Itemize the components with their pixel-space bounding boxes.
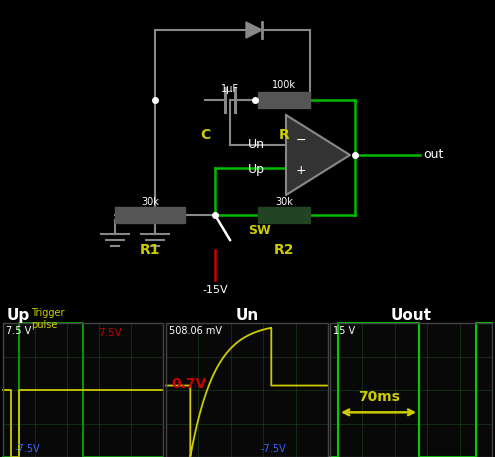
Bar: [258, 207, 310, 223]
Text: R2: R2: [274, 243, 294, 257]
Text: Trigger
pulse: Trigger pulse: [31, 308, 64, 330]
Bar: [330, 323, 492, 457]
Text: Up: Up: [7, 308, 30, 323]
Bar: [330, 323, 492, 457]
Text: Up: Up: [248, 164, 265, 176]
Text: 0.7V: 0.7V: [171, 377, 206, 391]
Bar: [258, 92, 310, 108]
Text: −: −: [296, 133, 306, 147]
Text: out: out: [423, 149, 444, 161]
Bar: [166, 323, 328, 457]
Text: Un: Un: [236, 308, 258, 323]
Polygon shape: [286, 115, 350, 195]
Polygon shape: [246, 22, 262, 38]
Text: R1: R1: [140, 243, 160, 257]
Text: Uout: Uout: [391, 308, 432, 323]
Text: 7.5V: 7.5V: [98, 328, 122, 338]
Bar: [3, 323, 163, 457]
Text: -7.5V: -7.5V: [15, 444, 41, 454]
Bar: [166, 323, 328, 457]
Text: 70ms: 70ms: [358, 390, 399, 404]
Text: -7.5V: -7.5V: [261, 444, 287, 454]
Text: 7.5 V: 7.5 V: [6, 326, 31, 336]
Bar: [115, 207, 185, 223]
Text: 508.06 mV: 508.06 mV: [169, 326, 222, 336]
Text: 30k: 30k: [141, 197, 159, 207]
Text: Un: Un: [248, 138, 265, 152]
Text: +: +: [296, 164, 306, 176]
Text: C: C: [200, 128, 210, 142]
Text: 30k: 30k: [275, 197, 293, 207]
Bar: [3, 323, 163, 457]
Text: 15 V: 15 V: [333, 326, 355, 336]
Text: 1μF: 1μF: [221, 84, 239, 94]
Text: SW: SW: [248, 223, 271, 237]
Text: -15V: -15V: [202, 285, 228, 295]
Text: 100k: 100k: [272, 80, 296, 90]
Text: R: R: [279, 128, 290, 142]
